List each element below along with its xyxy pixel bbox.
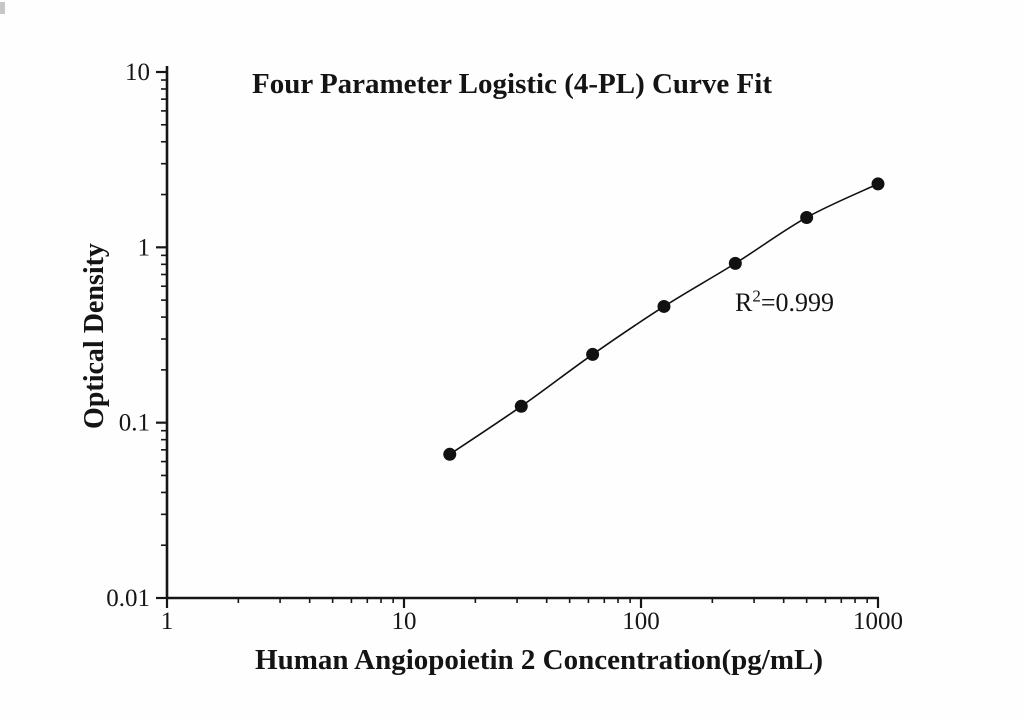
- fit-curve: [449, 183, 879, 455]
- scan-artifact: [0, 2, 5, 14]
- data-point-marker: [657, 299, 671, 313]
- r-squared-base: R: [735, 288, 753, 317]
- x-tick-label: 100: [622, 608, 660, 635]
- data-point-marker: [728, 256, 742, 270]
- data-point-marker: [514, 399, 528, 413]
- y-tick-label: 0.01: [106, 585, 150, 612]
- r-squared-annotation: R2=0.999: [735, 286, 835, 318]
- r-squared-value: =0.999: [760, 288, 835, 317]
- y-tick-label: 1: [138, 234, 151, 261]
- y-tick-label: 10: [125, 59, 150, 86]
- x-tick-label: 1000: [853, 608, 903, 635]
- data-point-marker: [443, 447, 457, 461]
- y-tick-label: 0.1: [119, 410, 150, 437]
- r-squared-exponent: 2: [752, 286, 761, 306]
- x-tick-label: 10: [392, 608, 417, 635]
- data-point-marker: [871, 177, 885, 191]
- data-point-marker: [586, 347, 600, 361]
- chart-title: Four Parameter Logistic (4-PL) Curve Fit: [252, 68, 772, 100]
- x-tick-label: 1: [161, 608, 174, 635]
- x-axis-label: Human Angiopoietin 2 Concentration(pg/mL…: [255, 644, 823, 676]
- data-point-marker: [800, 210, 814, 224]
